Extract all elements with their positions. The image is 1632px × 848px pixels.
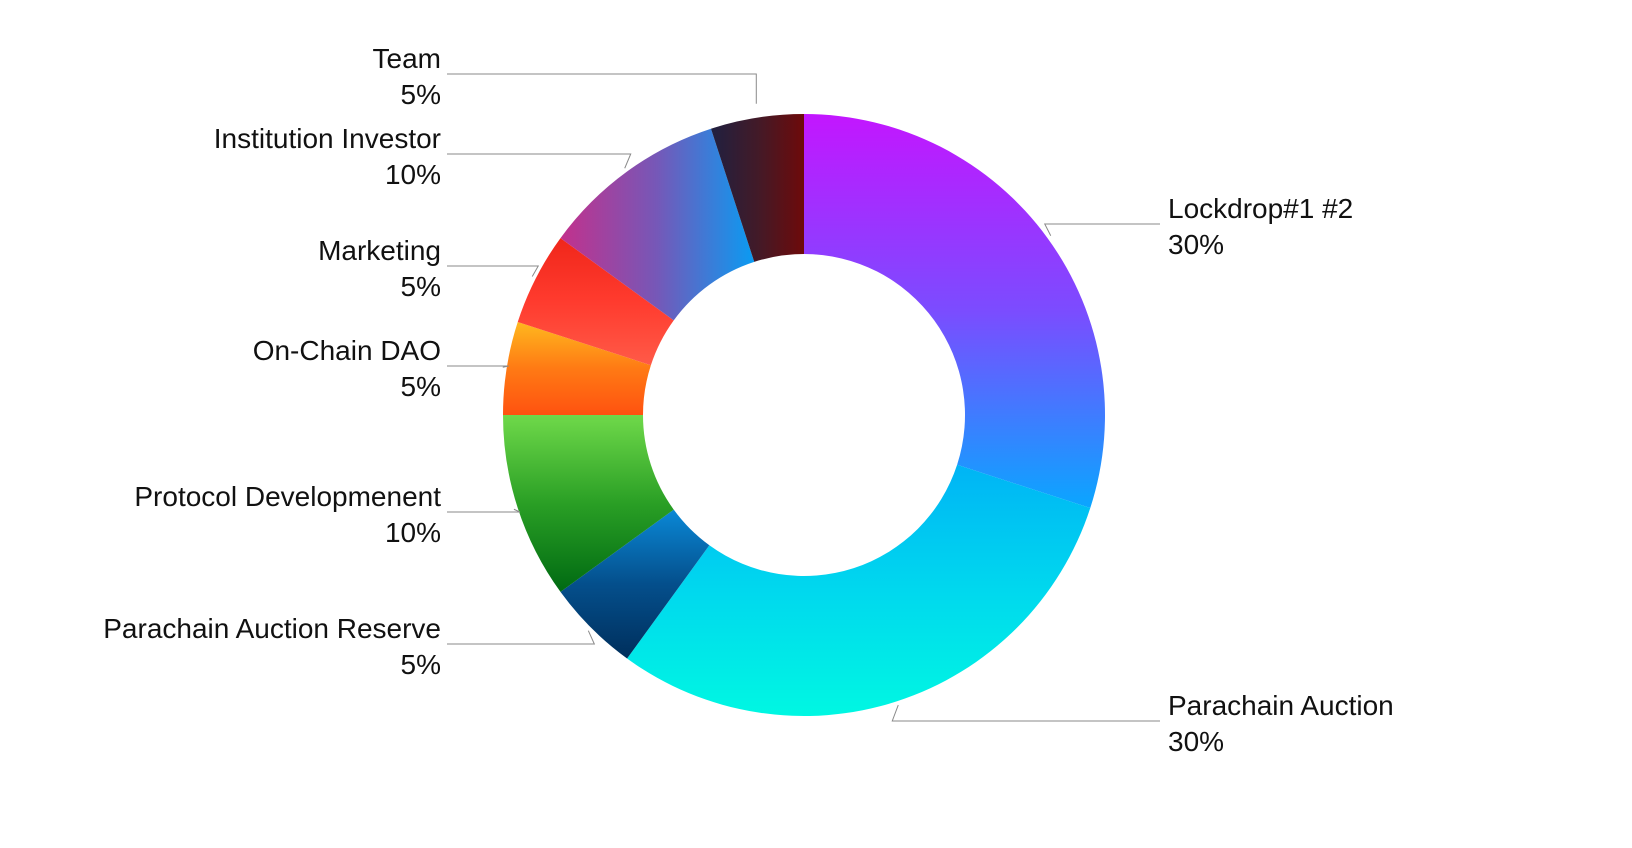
slice-marketing bbox=[517, 238, 674, 366]
slice-lockdrop-1-2 bbox=[804, 114, 1105, 509]
value-label-team: 5% bbox=[401, 79, 441, 110]
slice-protocol-developmenent bbox=[503, 415, 674, 592]
value-label-on-chain-dao: 5% bbox=[401, 371, 441, 402]
slice-parachain-auction-reserve bbox=[560, 509, 710, 659]
value-label-lockdrop-1-2: 30% bbox=[1168, 229, 1224, 260]
value-label-protocol-developmenent: 10% bbox=[385, 517, 441, 548]
value-label-parachain-auction-reserve: 5% bbox=[401, 649, 441, 680]
leader-line-marketing bbox=[447, 265, 540, 277]
value-label-marketing: 5% bbox=[401, 271, 441, 302]
label-institution-investor: Institution Investor bbox=[214, 123, 441, 154]
leader-line-on-chain-dao bbox=[447, 365, 509, 368]
value-label-parachain-auction: 30% bbox=[1168, 726, 1224, 757]
value-label-institution-investor: 10% bbox=[385, 159, 441, 190]
leader-line-protocol-developmenent bbox=[447, 508, 521, 513]
slice-labels: Lockdrop#1 #2 30% Parachain Auction 30% Para… bbox=[103, 43, 1393, 757]
leader-line-parachain-auction-reserve bbox=[447, 630, 596, 645]
donut-slices bbox=[503, 114, 1105, 716]
label-on-chain-dao: On-Chain DAO bbox=[253, 335, 441, 366]
slice-institution-investor bbox=[560, 128, 755, 321]
leader-lines bbox=[447, 73, 1160, 722]
label-parachain-auction-reserve: Parachain Auction Reserve bbox=[103, 613, 441, 644]
leader-line-parachain-auction bbox=[891, 704, 1160, 722]
label-lockdrop-1-2: Lockdrop#1 #2 bbox=[1168, 193, 1353, 224]
slice-parachain-auction bbox=[627, 464, 1091, 716]
label-marketing: Marketing bbox=[318, 235, 441, 266]
leader-line-team bbox=[447, 73, 757, 104]
label-team: Team bbox=[373, 43, 441, 74]
label-parachain-auction: Parachain Auction bbox=[1168, 690, 1394, 721]
leader-line-institution-investor bbox=[447, 153, 632, 169]
slice-on-chain-dao bbox=[503, 321, 651, 415]
slice-team bbox=[710, 114, 804, 262]
leader-line-lockdrop-1-2 bbox=[1043, 223, 1160, 236]
label-protocol-developmenent: Protocol Developmenent bbox=[134, 481, 441, 512]
